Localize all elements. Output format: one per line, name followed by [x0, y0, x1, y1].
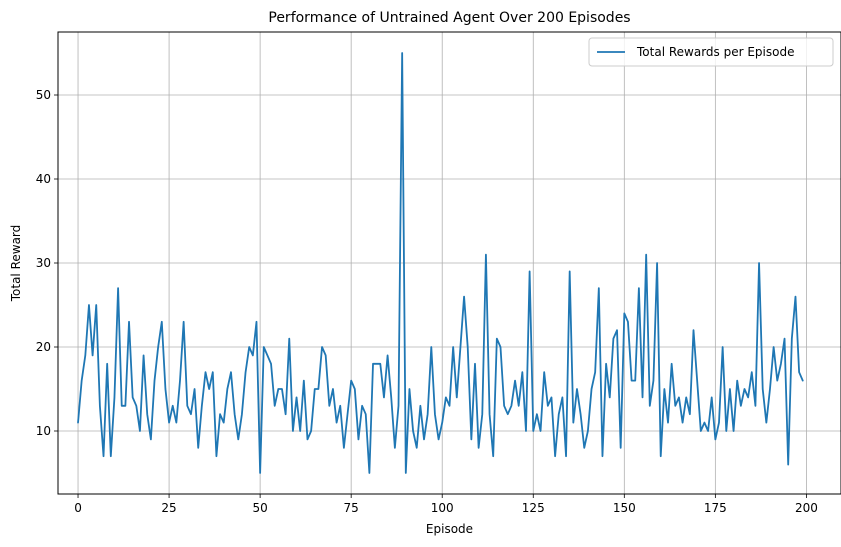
x-tick-label: 150 — [613, 501, 636, 515]
legend-box — [588, 37, 834, 67]
series-line — [77, 52, 804, 474]
x-tick-label: 175 — [704, 501, 727, 515]
series-layer — [77, 52, 804, 474]
grid — [58, 32, 841, 494]
x-tick-label: 50 — [252, 501, 267, 515]
y-tick-label: 20 — [36, 340, 51, 354]
legend: Total Rewards per Episode — [588, 37, 834, 67]
tick-layer: 0 25 50 75 100 125 150 175 200 10 20 30 40 50 — [36, 88, 818, 515]
y-tick-label: 10 — [36, 424, 51, 438]
x-axis-label: Episode — [426, 522, 473, 536]
x-tick-label: 25 — [161, 501, 176, 515]
x-tick-label: 200 — [795, 501, 818, 515]
x-tick-label: 75 — [344, 501, 359, 515]
x-tick-label: 100 — [431, 501, 454, 515]
y-tick-label: 50 — [36, 88, 51, 102]
x-tick-label: 0 — [74, 501, 82, 515]
y-axis-label: Total Reward — [9, 225, 23, 303]
x-tick-label: 125 — [522, 501, 545, 515]
y-tick-label: 40 — [36, 172, 51, 186]
legend-label: Total Rewards per Episode — [636, 45, 794, 59]
y-tick-label: 30 — [36, 256, 51, 270]
chart-title: Performance of Untrained Agent Over 200 … — [268, 10, 630, 26]
